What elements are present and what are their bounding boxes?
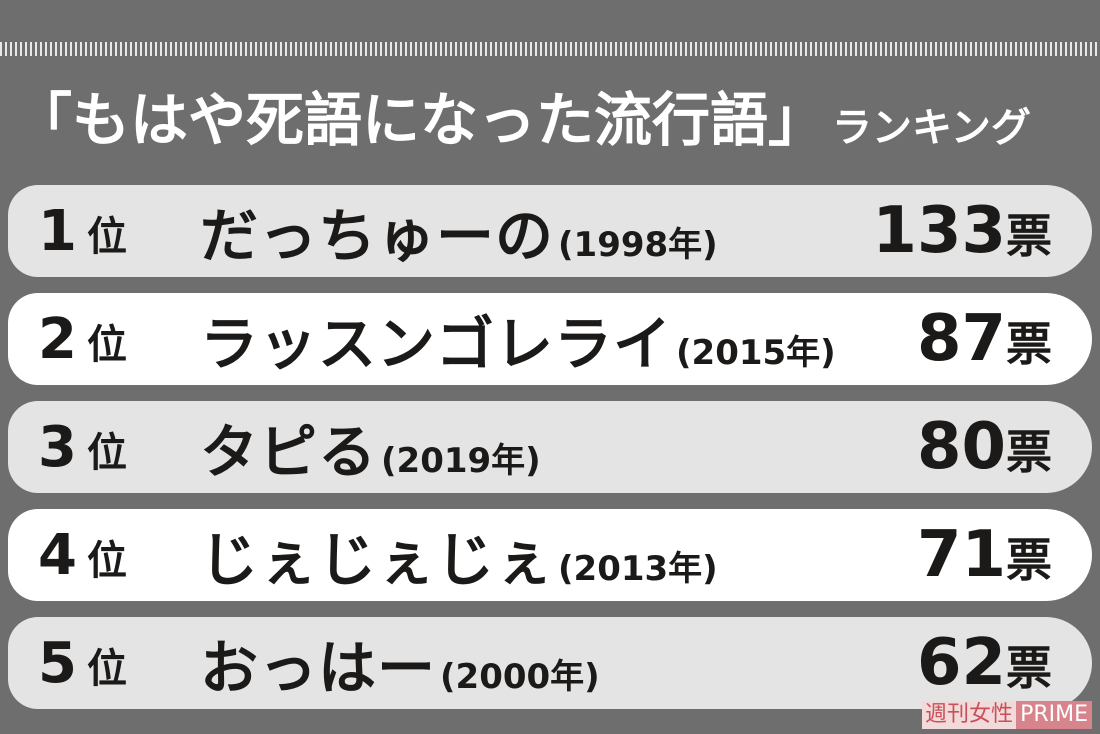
watermark-logo: 週刊女性 PRIME: [922, 701, 1092, 729]
buzzword: おっはー (2000年): [200, 634, 600, 702]
title-sub: ランキング: [832, 105, 1031, 151]
buzzword: タピる (2019年): [200, 418, 541, 486]
vote-count: 62票: [916, 626, 1052, 700]
buzzword: ラッスンゴレライ (2015年): [200, 310, 836, 378]
vote-count: 71票: [916, 518, 1052, 592]
decorative-tick-line: [0, 42, 1100, 56]
vote-count: 80票: [916, 410, 1052, 484]
vote-count: 133票: [872, 194, 1052, 268]
page-title: 「もはや死語になった流行語」 ランキング: [14, 68, 1090, 168]
title-main: 「もはや死語になった流行語」: [14, 86, 827, 154]
vote-count: 87票: [916, 302, 1052, 376]
buzzword: だっちゅーの (1998年): [200, 202, 718, 270]
buzzword: じぇじぇじぇ (2013年): [200, 526, 718, 594]
